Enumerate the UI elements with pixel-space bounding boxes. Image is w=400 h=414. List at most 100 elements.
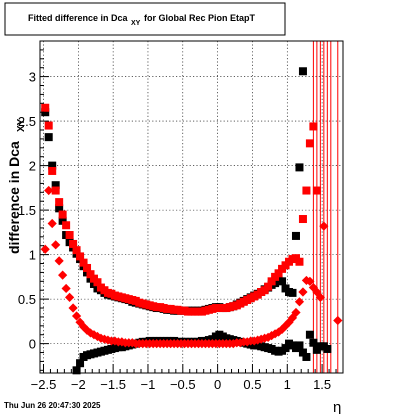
x-tick-label: −2 — [71, 377, 86, 392]
grid — [40, 41, 343, 373]
data-point-square — [41, 108, 50, 117]
data-point-square — [48, 166, 57, 175]
data-point-square — [93, 278, 102, 287]
data-point-diamond — [44, 185, 54, 196]
data-point-square — [295, 257, 304, 266]
x-tick-labels: −2.5 −2 −1.5 −1 −0.5 0 0.5 1 1.5 — [31, 377, 331, 392]
data-point-diamond — [294, 297, 305, 307]
data-point-square — [51, 181, 60, 190]
data-point-diamond — [89, 330, 99, 340]
y-tick-label: 0.5 — [18, 292, 36, 307]
data-point-diamond — [305, 276, 315, 286]
x-tick-label: 0.5 — [243, 377, 261, 392]
data-point-square — [86, 270, 95, 279]
data-point-square — [41, 103, 50, 112]
data-point-diamond — [40, 244, 50, 254]
data-point-square — [58, 216, 67, 225]
y-tick-label: 1.5 — [18, 203, 36, 218]
data-point-square — [72, 246, 81, 255]
axis-ticks — [40, 49, 337, 373]
data-point-square — [264, 282, 273, 291]
data-point-square — [298, 215, 307, 224]
title-box: Fitted difference in Dca XY for Global R… — [4, 2, 286, 36]
y-tick-label: 0 — [29, 337, 36, 352]
data-point-square — [79, 258, 88, 267]
data-point-square — [295, 163, 304, 172]
data-point-square — [298, 348, 307, 357]
y-axis-label: difference in Dca — [6, 141, 22, 254]
chart-title: Fitted difference in Dca — [28, 13, 129, 23]
data-point-square — [309, 338, 318, 347]
data-point-square — [309, 122, 318, 131]
data-point-square — [69, 239, 78, 248]
chart-title-subscript: XY — [131, 20, 141, 27]
footer-timestamp: Thu Jun 26 20:47:30 2025 — [4, 401, 101, 410]
data-point-square — [44, 121, 53, 130]
data-point-diamond — [61, 283, 71, 294]
data-point-square — [302, 352, 311, 361]
data-point-square — [288, 288, 297, 297]
y-axis-title: difference in Dca XY — [6, 118, 27, 254]
data-point-square — [44, 133, 53, 142]
data-point-square — [55, 204, 64, 213]
data-point-square — [48, 161, 57, 170]
data-point-diamond — [291, 307, 301, 318]
chart-title-suffix: for Global Rec Pion EtapT — [144, 13, 256, 23]
data-point-square — [323, 344, 332, 353]
data-point-diamond — [333, 315, 343, 326]
data-point-square — [72, 366, 81, 375]
y-tick-label: 1 — [29, 248, 36, 263]
data-point-square — [76, 359, 85, 368]
data-point-diamond — [82, 325, 92, 335]
data-markers — [40, 67, 343, 375]
data-point-diamond — [47, 218, 57, 229]
data-point-diamond — [51, 240, 61, 250]
error-bars — [312, 41, 339, 373]
data-point-diamond — [75, 317, 85, 327]
data-point-square — [295, 341, 304, 350]
data-point-diamond — [92, 331, 103, 342]
data-point-diamond — [65, 292, 75, 302]
data-point-square — [312, 186, 321, 195]
data-point-diamond — [270, 329, 280, 339]
data-point-diamond — [54, 256, 64, 266]
x-tick-label: −1.5 — [100, 377, 126, 392]
data-point-diamond — [315, 292, 325, 302]
data-point-square — [291, 231, 300, 240]
plot-frame — [39, 40, 344, 374]
x-tick-label: 0 — [214, 377, 221, 392]
data-point-square — [274, 269, 283, 278]
data-point-square — [65, 231, 74, 240]
data-point-square — [58, 210, 67, 219]
data-point-diamond — [58, 270, 68, 280]
y-tick-labels: 0 0.5 1 1.5 2 2.5 3 — [18, 70, 36, 352]
data-point-square — [76, 252, 85, 261]
data-point-diamond — [85, 328, 96, 338]
data-point-diamond — [71, 311, 82, 321]
data-point-diamond — [277, 324, 287, 334]
data-point-square — [51, 186, 60, 195]
x-axis-label: η — [333, 399, 341, 414]
x-tick-label: −2.5 — [31, 377, 57, 392]
data-point-diamond — [68, 303, 78, 313]
data-point-diamond — [298, 287, 308, 297]
x-tick-label: 1.5 — [313, 377, 331, 392]
data-point-square — [302, 186, 311, 195]
data-point-square — [267, 277, 276, 286]
data-point-square — [305, 139, 314, 148]
y-tick-label: 2.5 — [18, 114, 36, 129]
x-tick-label: −1 — [141, 377, 156, 392]
y-axis-label-subscript: XY — [16, 118, 27, 132]
x-tick-label: −0.5 — [170, 377, 196, 392]
data-point-diamond — [284, 317, 294, 327]
data-point-square — [62, 221, 71, 230]
data-point-square — [55, 198, 64, 207]
data-point-square — [281, 344, 290, 353]
y-tick-label: 2 — [29, 159, 36, 174]
data-point-diamond — [319, 221, 329, 231]
data-point-square — [305, 330, 314, 339]
data-point-square — [83, 263, 92, 272]
data-point-square — [278, 277, 287, 286]
x-tick-label: 1 — [284, 377, 291, 392]
